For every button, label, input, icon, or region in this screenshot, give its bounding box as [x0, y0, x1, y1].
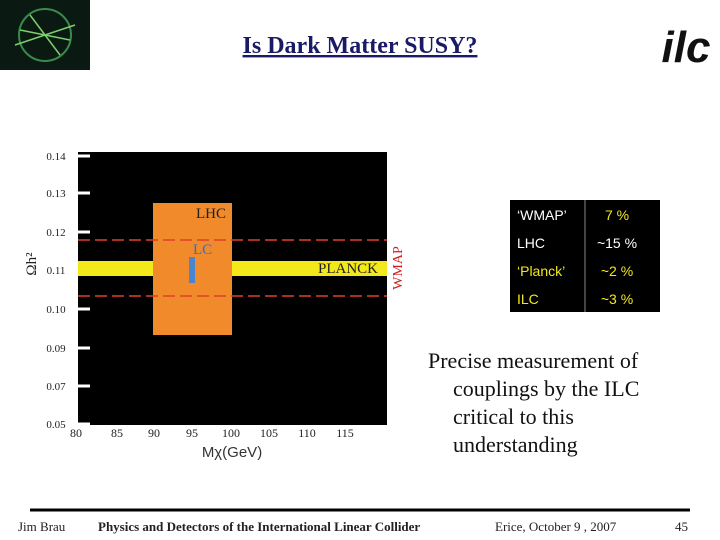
y-tick-label: 0.14	[46, 151, 66, 163]
x-tick-label: 100	[222, 426, 240, 440]
y-tick-label: 0.11	[47, 265, 66, 277]
wmap-label: WMAP	[391, 246, 406, 290]
x-tick-label: 105	[260, 426, 278, 440]
table-cell: ‘WMAP’	[517, 207, 567, 223]
table-cell: 7 %	[605, 207, 629, 223]
y-tick-label: 0.13	[46, 188, 66, 200]
table-cell: ILC	[517, 291, 539, 307]
y-tick-label: 0.09	[46, 343, 66, 355]
x-tick-label: 110	[298, 426, 316, 440]
table-cell: ~15 %	[597, 235, 637, 251]
planck-label: PLANCK	[318, 261, 378, 277]
x-tick-label: 95	[186, 426, 198, 440]
x-tick-label: 80	[70, 426, 82, 440]
lhc-label: LHC	[196, 206, 226, 222]
footer-event: Erice, October 9 , 2007	[495, 519, 617, 534]
table-cell: ~2 %	[601, 263, 633, 279]
table-cell: ~3 %	[601, 291, 633, 307]
y-axis-label: Ωh²	[24, 252, 40, 276]
y-tick-label: 0.10	[46, 304, 66, 316]
body-text-line: understanding	[453, 432, 578, 457]
y-tick-label: 0.05	[46, 419, 66, 431]
table-cell: ‘Planck’	[517, 263, 565, 279]
lc-region	[189, 257, 195, 283]
event-image-tracks	[14, 14, 76, 56]
y-tick-label: 0.07	[46, 381, 66, 393]
event-image-ring	[18, 8, 72, 62]
lc-label: LC	[193, 242, 212, 258]
slide-title: Is Dark Matter SUSY?	[243, 33, 478, 59]
footer-course: Physics and Detectors of the Internation…	[98, 519, 420, 534]
y-tick-label: 0.12	[46, 227, 65, 239]
body-text-line: Precise measurement of	[428, 348, 639, 373]
table-cell: LHC	[517, 235, 545, 251]
x-tick-label: 115	[336, 426, 354, 440]
footer-page: 45	[675, 519, 688, 534]
footer-author: Jim Brau	[18, 519, 66, 534]
x-tick-label: 85	[111, 426, 123, 440]
logo: ilc	[662, 23, 711, 72]
body-text-line: couplings by the ILC	[453, 376, 639, 401]
body-text-line: critical to this	[453, 404, 574, 429]
x-tick-label: 90	[148, 426, 160, 440]
x-axis-label: Mχ(GeV)	[202, 444, 262, 461]
plot-area	[78, 152, 387, 425]
